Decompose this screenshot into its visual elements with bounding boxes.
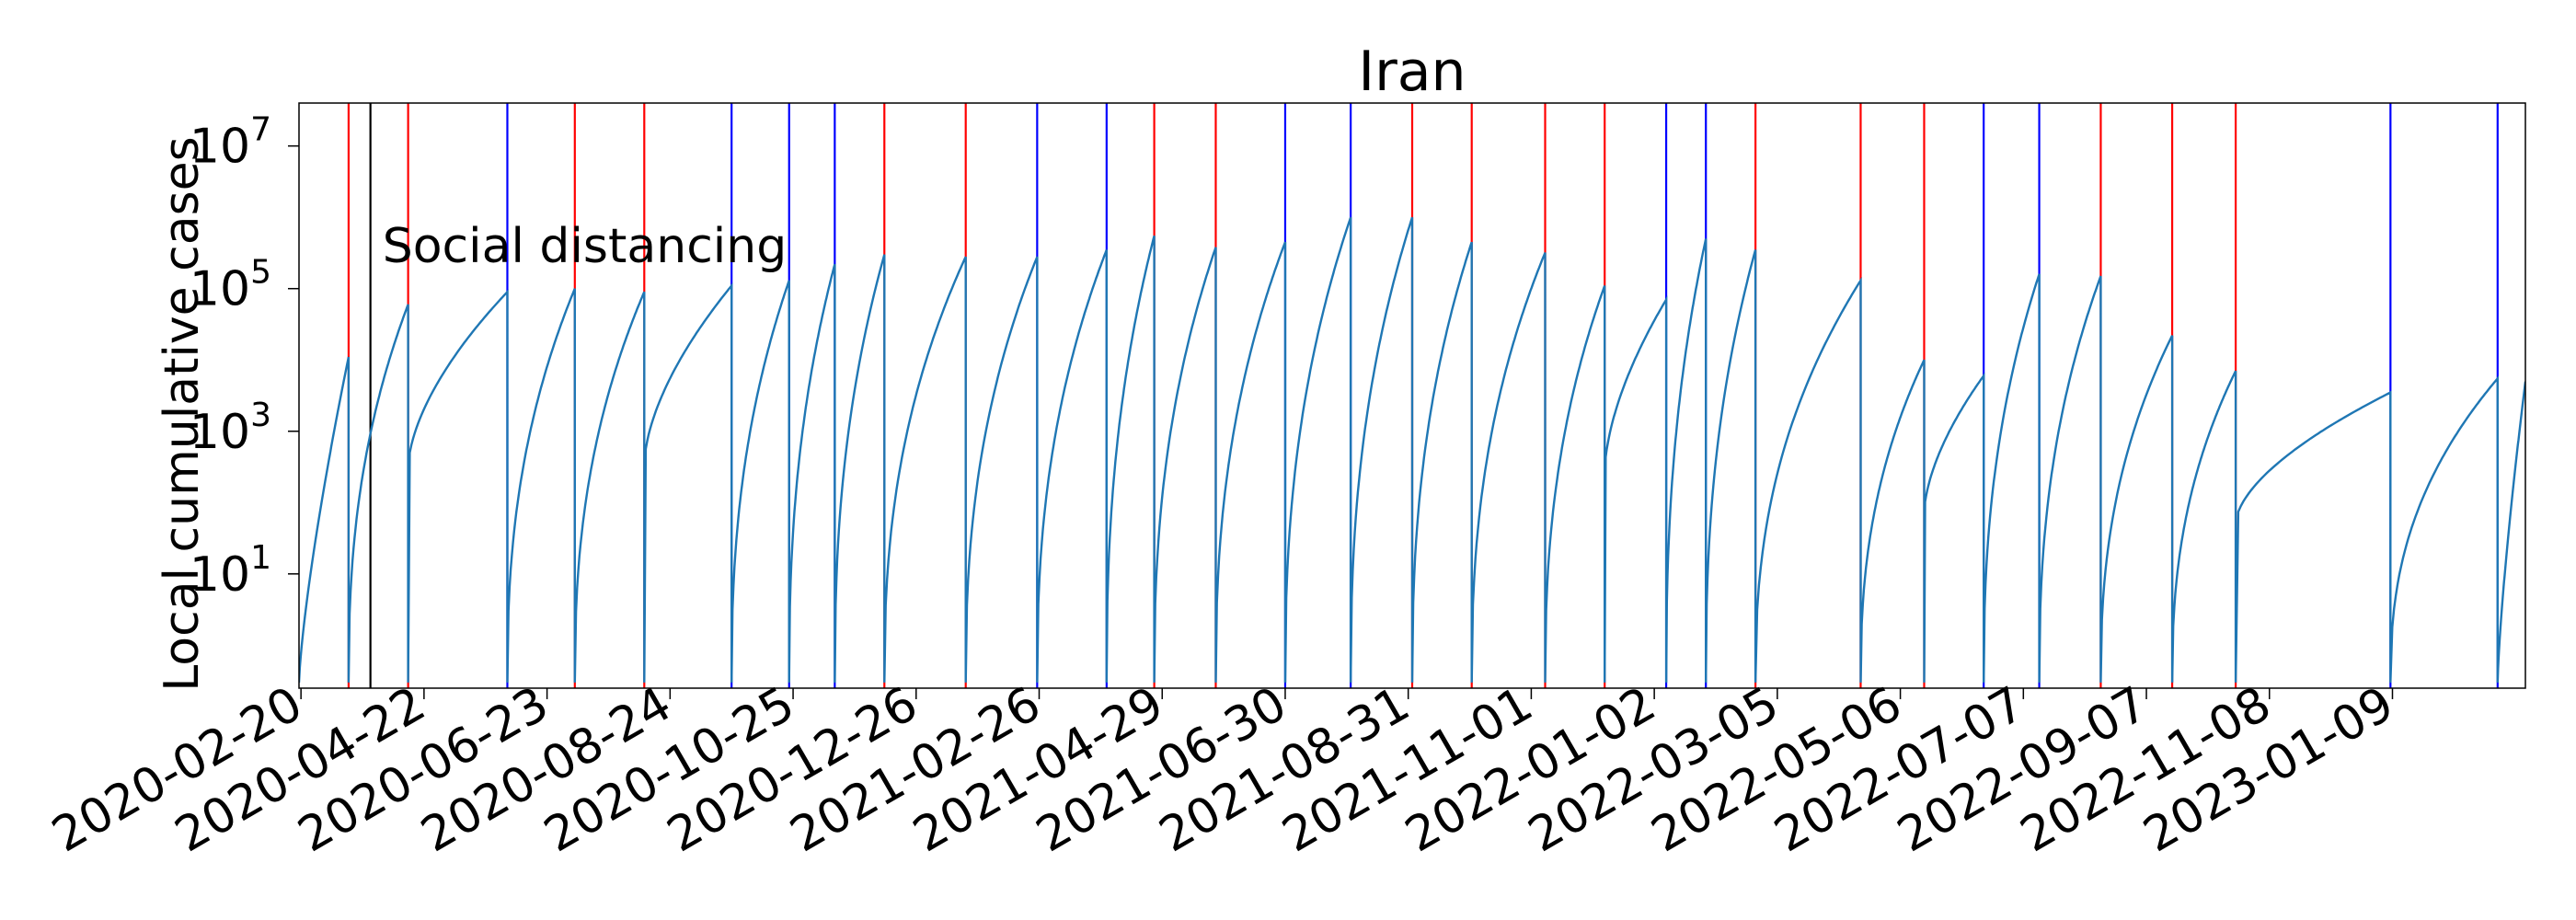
y-axis-label: Local cumulative cases [155,136,210,692]
series-line-cumulative-cases [299,216,2525,683]
y-tick-label: 105 [190,254,271,317]
y-tick-label: 103 [190,397,271,460]
axes-frame [298,102,2526,689]
y-tick-label: 101 [190,539,271,603]
annotation-social-distancing: Social distancing [383,219,787,274]
y-tick-label: 107 [190,111,271,175]
plot-area [299,103,2525,688]
y-ticks: 101 103 105 107 [190,111,299,603]
x-ticks: 2020-02-202020-04-222020-06-232020-08-24… [43,676,2403,863]
chart-title: Iran [1358,40,1466,104]
